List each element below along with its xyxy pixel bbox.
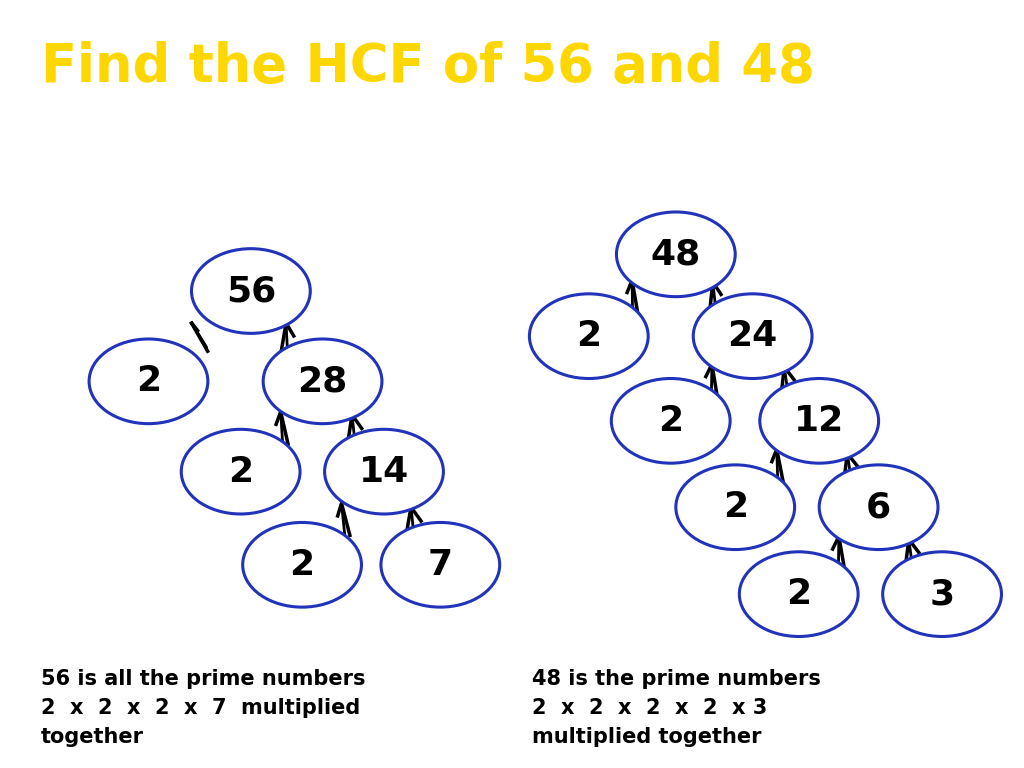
Ellipse shape xyxy=(676,465,795,550)
Text: 48: 48 xyxy=(650,237,701,271)
Text: 2: 2 xyxy=(228,455,253,488)
Text: Find the HCF of 56 and 48: Find the HCF of 56 and 48 xyxy=(41,41,815,93)
Text: 2: 2 xyxy=(136,364,161,399)
Ellipse shape xyxy=(529,294,648,379)
Text: 2: 2 xyxy=(577,319,601,353)
Ellipse shape xyxy=(263,339,382,424)
Text: 2: 2 xyxy=(786,577,811,611)
Ellipse shape xyxy=(89,339,208,424)
Ellipse shape xyxy=(883,551,1001,637)
Text: 56 is all the prime numbers
2  x  2  x  2  x  7  multiplied
together: 56 is all the prime numbers 2 x 2 x 2 x … xyxy=(41,669,366,746)
Ellipse shape xyxy=(739,551,858,637)
Ellipse shape xyxy=(819,465,938,550)
Text: 12: 12 xyxy=(794,404,845,438)
Text: 2: 2 xyxy=(290,548,314,582)
Ellipse shape xyxy=(181,429,300,514)
Text: 6: 6 xyxy=(866,490,891,525)
Text: 3: 3 xyxy=(930,577,954,611)
Text: 28: 28 xyxy=(297,364,348,399)
Text: 2: 2 xyxy=(723,490,748,525)
Text: 48 is the prime numbers
2  x  2  x  2  x  2  x 3
multiplied together: 48 is the prime numbers 2 x 2 x 2 x 2 x … xyxy=(532,669,821,746)
Ellipse shape xyxy=(693,294,812,379)
Text: 14: 14 xyxy=(358,455,410,488)
Text: 7: 7 xyxy=(428,548,453,582)
Ellipse shape xyxy=(325,429,443,514)
Ellipse shape xyxy=(616,212,735,296)
Text: 24: 24 xyxy=(727,319,778,353)
Ellipse shape xyxy=(243,522,361,607)
Text: 2: 2 xyxy=(658,404,683,438)
Ellipse shape xyxy=(760,379,879,463)
Ellipse shape xyxy=(611,379,730,463)
Text: 56: 56 xyxy=(225,274,276,308)
Ellipse shape xyxy=(191,249,310,333)
Ellipse shape xyxy=(381,522,500,607)
